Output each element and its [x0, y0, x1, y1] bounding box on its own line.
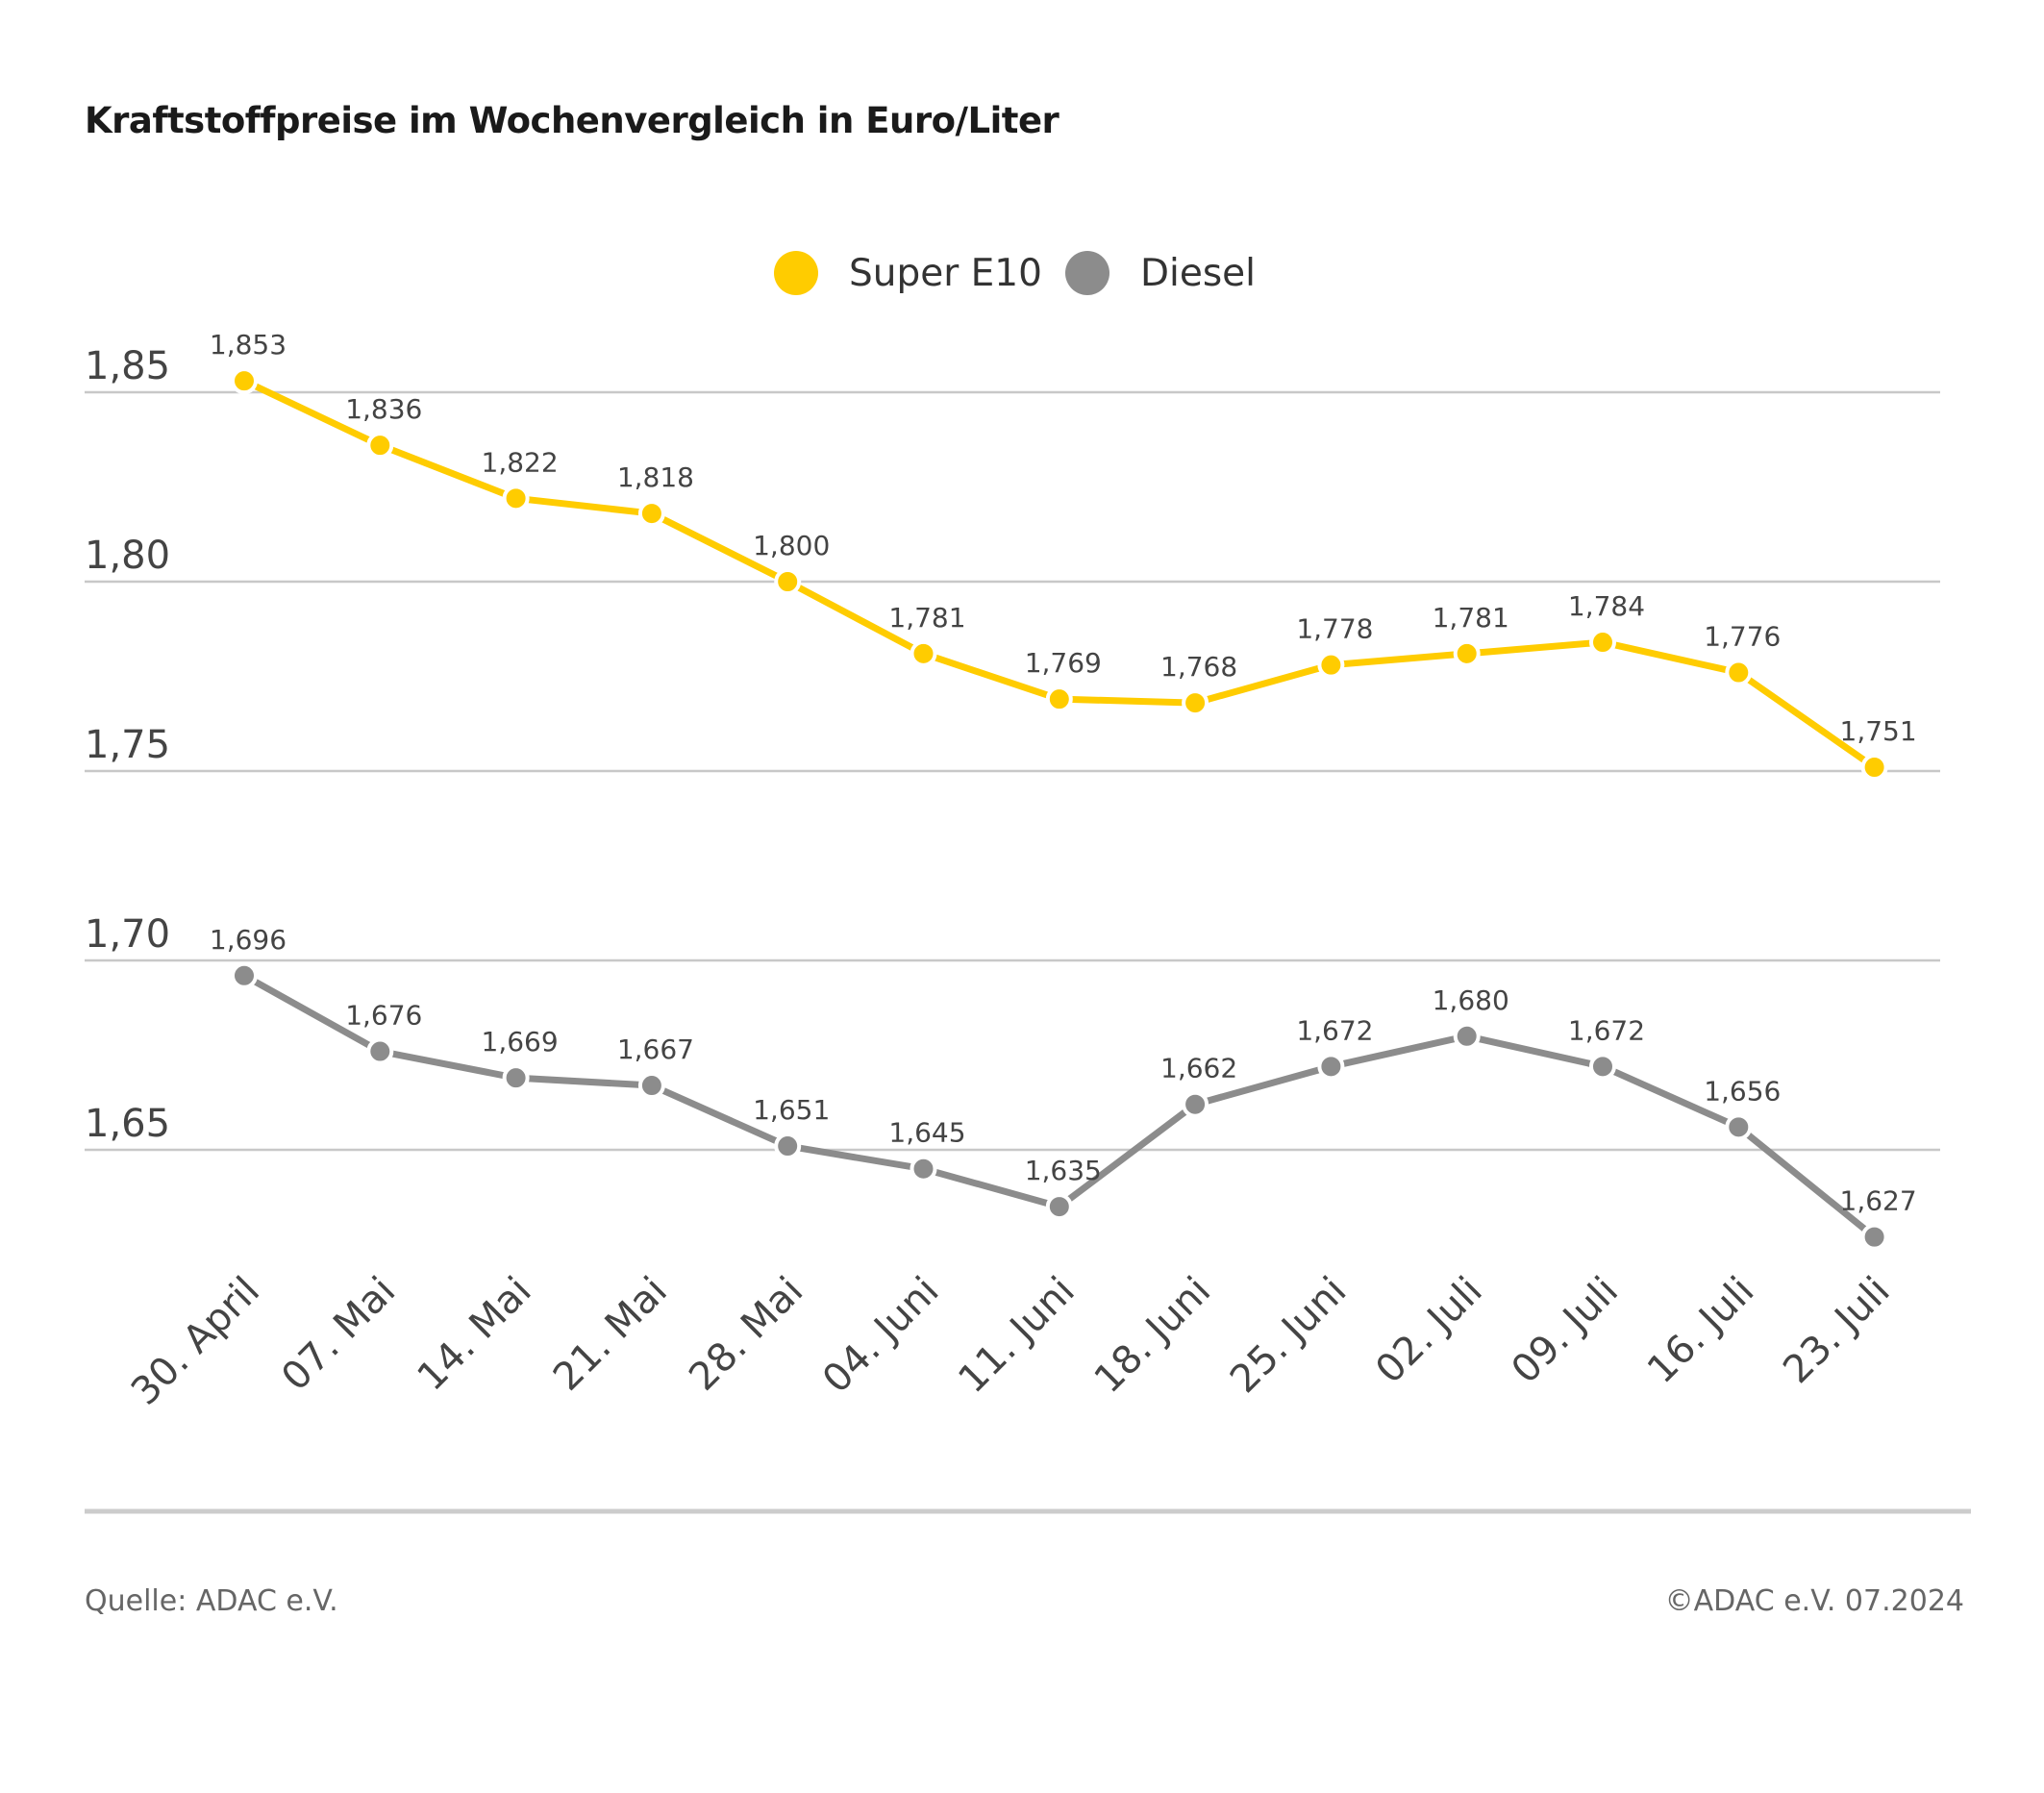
- data-label: 1,853: [210, 329, 287, 361]
- chart-title: Kraftstoffpreise im Wochenvergleich in E…: [85, 100, 1059, 141]
- x-tick-label: 23. Juli: [1775, 1269, 1898, 1392]
- data-label: 1,669: [482, 1026, 559, 1058]
- data-label: 1,645: [888, 1117, 965, 1149]
- y-tick-label: 1,80: [85, 534, 170, 578]
- data-label: 1,769: [1025, 647, 1102, 679]
- legend-label: Super E10: [849, 252, 1042, 295]
- data-label: 1,778: [1296, 613, 1373, 645]
- data-point: [774, 1133, 802, 1160]
- data-label: 1,781: [1433, 602, 1509, 634]
- series: 1,853 1,836 1,822 1,818 1,800 1,781 1,769 1,768…: [210, 329, 1917, 1251]
- x-tick-label: 25. Juni: [1222, 1269, 1356, 1403]
- data-point: [1045, 1193, 1073, 1221]
- data-label: 1,800: [753, 530, 830, 561]
- data-point: [1317, 1053, 1345, 1081]
- data-point: [1589, 1053, 1616, 1081]
- data-point: [231, 367, 258, 395]
- data-point: [366, 1037, 394, 1065]
- data-point: [1453, 639, 1481, 667]
- data-label: 1,776: [1704, 621, 1781, 653]
- source-note: Quelle: ADAC e.V.: [85, 1584, 338, 1618]
- legend-marker: [774, 251, 818, 295]
- data-label: 1,784: [1568, 590, 1645, 622]
- gridlines: [85, 390, 1940, 1152]
- data-point: [1453, 1022, 1481, 1050]
- legend-label: Diesel: [1140, 252, 1256, 295]
- legend-marker: [1065, 251, 1109, 295]
- y-tick-label: 1,85: [85, 344, 170, 388]
- x-tick-label: 18. Juni: [1086, 1269, 1220, 1403]
- data-point: [637, 500, 665, 528]
- data-point: [1045, 685, 1073, 713]
- y-tick-label: 1,70: [85, 912, 170, 957]
- data-point: [1860, 1223, 1888, 1251]
- x-tick-label: 16. Juli: [1639, 1269, 1762, 1392]
- data-point: [1182, 1090, 1209, 1118]
- data-label: 1,635: [1025, 1155, 1102, 1186]
- data-point: [1317, 651, 1345, 679]
- data-point: [1589, 629, 1616, 657]
- data-label: 1,656: [1704, 1075, 1781, 1107]
- x-tick-label: 30. April: [123, 1269, 268, 1414]
- data-point: [502, 1064, 530, 1092]
- y-axis-ticks: 1,85 1,80 1,75 1,70 1,65: [85, 344, 170, 1146]
- data-label: 1,836: [345, 393, 422, 425]
- x-tick-label: 28. Mai: [681, 1269, 811, 1400]
- data-label: 1,627: [1840, 1185, 1917, 1217]
- x-axis-ticks: 30. April 07. Mai 14. Mai 21. Mai 28. Mai 04.…: [123, 1269, 1899, 1414]
- x-tick-label: 07. Mai: [273, 1269, 404, 1400]
- data-label: 1,676: [345, 1000, 422, 1032]
- data-label: 1,751: [1840, 715, 1917, 747]
- data-label: 1,818: [617, 461, 694, 493]
- data-point: [910, 639, 937, 667]
- x-tick-label: 02. Juli: [1367, 1269, 1490, 1392]
- data-point: [1182, 689, 1209, 717]
- data-label: 1,781: [888, 602, 965, 634]
- data-point: [231, 961, 258, 989]
- data-label: 1,672: [1296, 1014, 1373, 1046]
- data-point: [1725, 659, 1753, 686]
- y-tick-label: 1,65: [85, 1102, 170, 1146]
- series-super-e10: 1,853 1,836 1,822 1,818 1,800 1,781 1,769 1,768…: [210, 329, 1917, 782]
- x-tick-label: 21. Mai: [545, 1269, 676, 1400]
- data-label: 1,768: [1160, 651, 1237, 683]
- data-point: [1860, 754, 1888, 782]
- data-point: [1725, 1113, 1753, 1141]
- x-tick-label: 09. Juli: [1504, 1269, 1627, 1392]
- data-label: 1,696: [210, 924, 287, 956]
- series-diesel: 1,696 1,676 1,669 1,667 1,651 1,645 1,635 1,662…: [210, 924, 1917, 1251]
- y-tick-label: 1,75: [85, 723, 170, 767]
- data-point: [774, 568, 802, 595]
- copyright-note: ©ADAC e.V. 07.2024: [1664, 1584, 1964, 1618]
- data-label: 1,672: [1568, 1014, 1645, 1046]
- legend: Super E10 Diesel: [774, 251, 1256, 295]
- data-label: 1,822: [482, 446, 559, 478]
- data-point: [502, 485, 530, 512]
- data-label: 1,680: [1433, 984, 1509, 1016]
- x-tick-label: 11. Juni: [950, 1269, 1084, 1403]
- data-label: 1,651: [753, 1094, 830, 1126]
- data-point: [910, 1155, 937, 1183]
- data-label: 1,662: [1160, 1053, 1237, 1084]
- data-point: [366, 432, 394, 460]
- x-tick-label: 04. Juni: [814, 1269, 948, 1403]
- x-tick-label: 14. Mai: [410, 1269, 540, 1400]
- data-label: 1,667: [617, 1033, 694, 1065]
- data-point: [637, 1072, 665, 1100]
